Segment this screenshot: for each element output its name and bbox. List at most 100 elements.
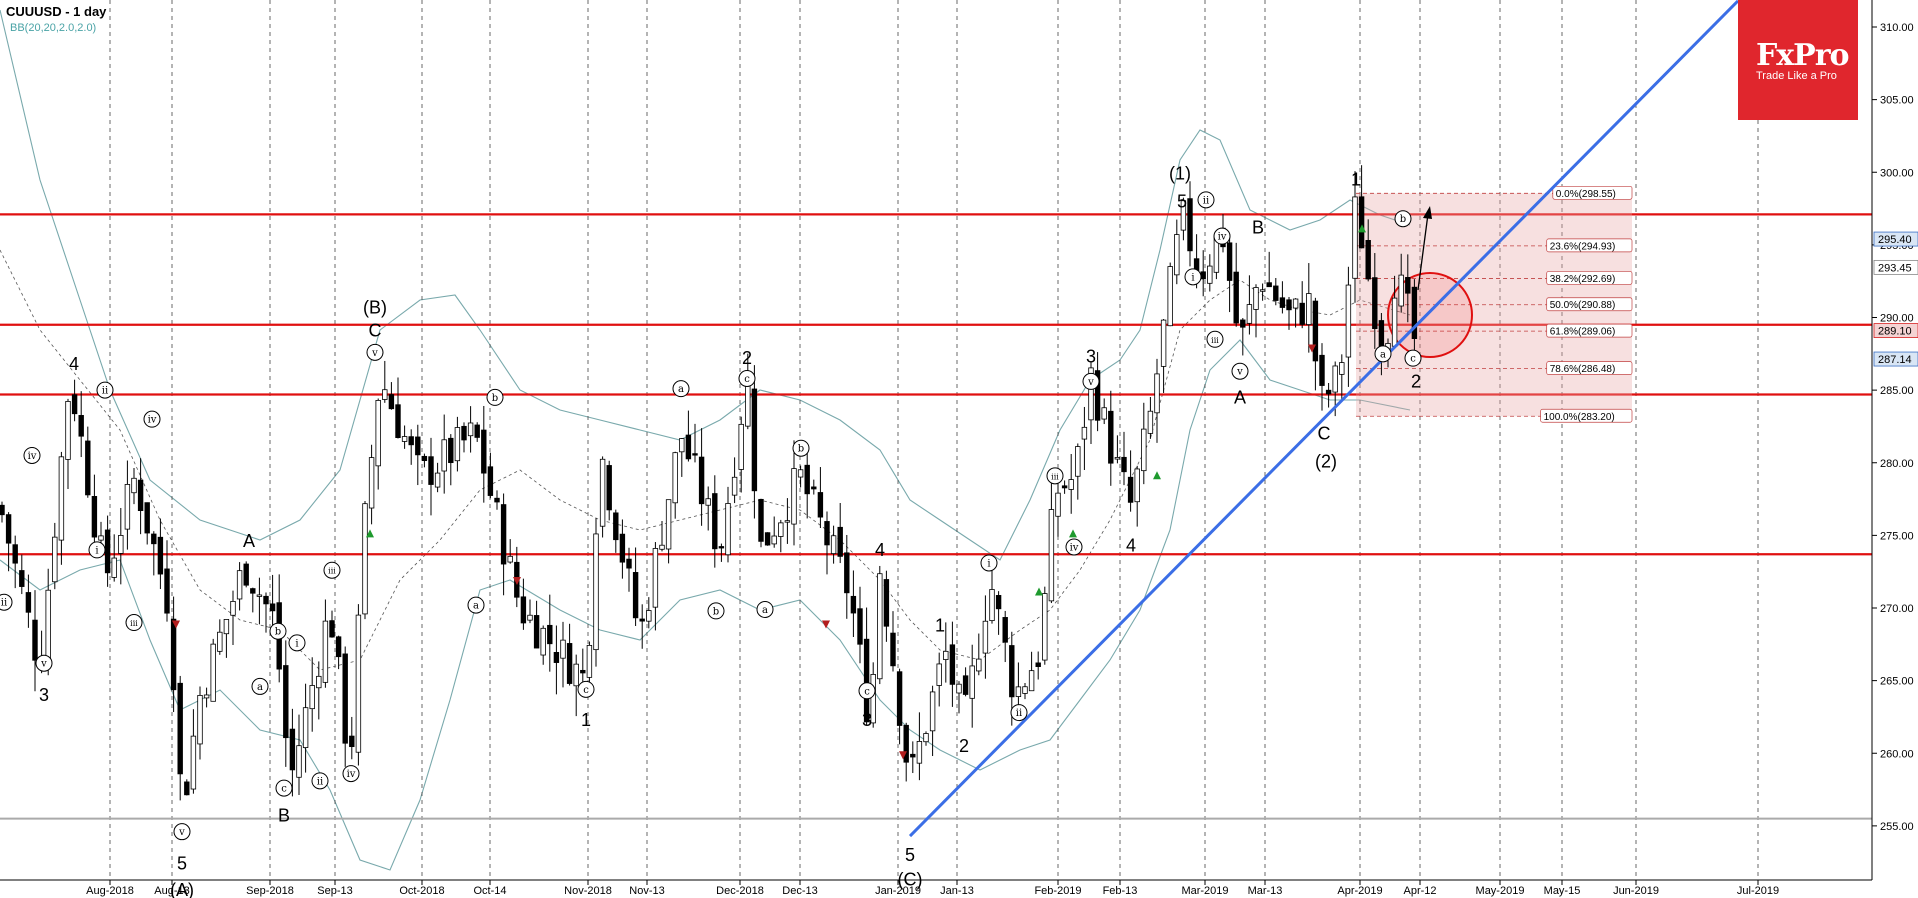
buy-signal-arrow — [1153, 471, 1161, 480]
wave-label: c — [864, 686, 870, 697]
ascending-trendline — [908, 0, 1740, 838]
candle-body — [685, 434, 692, 460]
wave-label: B — [1252, 217, 1264, 237]
candle-body — [1101, 407, 1107, 420]
candle-body — [1088, 367, 1094, 421]
candle-body — [230, 601, 236, 616]
candle-body — [362, 503, 368, 615]
candle-body — [1042, 593, 1048, 661]
wave-label: B — [278, 806, 290, 826]
candle-body — [1398, 274, 1404, 307]
candle-body — [1180, 200, 1187, 231]
candle-body — [316, 675, 322, 689]
candle-body — [1068, 479, 1074, 490]
candle-body — [52, 536, 58, 583]
candle-body — [956, 683, 962, 694]
wave-labels: 4iiiviviiiiiiv3AbiaiiicBiiivv5(A)(B)Cvba… — [0, 164, 1422, 898]
candle-body — [1391, 297, 1398, 347]
candle-body — [1345, 284, 1352, 358]
candle-body — [395, 404, 401, 438]
price-label-box — [1873, 351, 1918, 367]
wave-label-circle — [792, 439, 810, 457]
candle-body — [896, 671, 903, 726]
y-tick-label: 305.00 — [1880, 95, 1914, 107]
candle-body — [1200, 271, 1206, 280]
wave-label: (A) — [170, 880, 194, 898]
candle-body — [639, 618, 645, 622]
fib-label: 50.0%(290.88) — [1550, 300, 1616, 311]
candle-body — [547, 624, 553, 645]
candle-body — [263, 595, 269, 605]
wave-label-circle — [0, 593, 13, 611]
candle-body — [474, 424, 480, 438]
wave-label: C — [1318, 424, 1331, 444]
wave-label-circle — [275, 779, 293, 797]
sell-signal-arrow — [172, 620, 180, 629]
candle-body — [12, 544, 18, 564]
y-tick-label: 310.00 — [1880, 22, 1914, 34]
candle-body — [1292, 298, 1299, 309]
candle-body — [1312, 300, 1319, 362]
candle-body — [1411, 286, 1418, 340]
candle-body — [283, 665, 289, 739]
wave-label: a — [1380, 349, 1386, 360]
wave-label: ii — [102, 386, 108, 397]
candle-body — [1174, 234, 1180, 276]
candle-body — [481, 429, 487, 474]
candle-body — [85, 440, 91, 496]
candle-body — [190, 735, 197, 790]
logo-name: FxPro — [1756, 38, 1850, 73]
candle-body — [1233, 271, 1239, 324]
candle-body — [1028, 670, 1035, 692]
candle-body — [599, 458, 606, 527]
candle-body — [355, 614, 362, 753]
wave-label: (1) — [1169, 164, 1191, 184]
wave-label: 2 — [742, 348, 752, 368]
candle-body — [883, 579, 890, 627]
candle-body — [1055, 492, 1061, 517]
wave-label: v — [178, 827, 185, 838]
candle-body — [850, 595, 857, 614]
candle-body — [434, 472, 441, 488]
wave-label-circle — [173, 823, 191, 841]
candle-body — [698, 456, 705, 505]
candle-body — [1240, 319, 1246, 328]
candle-body — [1048, 509, 1055, 602]
wave-label-circle — [88, 541, 106, 559]
candle-body — [962, 675, 969, 695]
candle-body — [976, 658, 982, 672]
fib-label: 38.2%(292.69) — [1550, 274, 1616, 285]
wave-label: b — [798, 444, 804, 455]
y-tick-label: 275.00 — [1880, 530, 1914, 542]
candle-body — [1372, 277, 1378, 330]
x-tick-label: Jan-2019 — [875, 885, 921, 897]
candle-body — [309, 685, 315, 710]
candle-body — [164, 568, 170, 614]
candle-body — [1154, 373, 1160, 414]
candle-body — [830, 535, 837, 554]
wave-label: v — [1087, 377, 1094, 388]
y-tick-label: 280.00 — [1880, 458, 1914, 470]
y-tick-label: 270.00 — [1880, 603, 1914, 615]
candle-body — [778, 522, 784, 537]
candle-body — [1299, 302, 1305, 325]
candle-body — [844, 552, 850, 594]
candle-body — [1332, 365, 1338, 393]
candle-body — [329, 620, 335, 638]
candle-body — [441, 439, 447, 472]
wave-label: iv — [148, 415, 157, 426]
fib-label-box — [1546, 271, 1633, 285]
wave-label: c — [1410, 354, 1416, 365]
fib-label: 23.6%(294.93) — [1550, 241, 1616, 252]
candle-body — [566, 643, 573, 684]
candle-body — [718, 546, 725, 549]
wave-label: b — [275, 627, 281, 638]
wave-label: A — [243, 531, 255, 551]
candle-body — [1253, 287, 1259, 310]
sell-signal-arrow — [1308, 344, 1316, 353]
candle-body — [144, 502, 150, 534]
trendline — [908, 0, 1740, 838]
wave-label: iv — [347, 769, 356, 780]
